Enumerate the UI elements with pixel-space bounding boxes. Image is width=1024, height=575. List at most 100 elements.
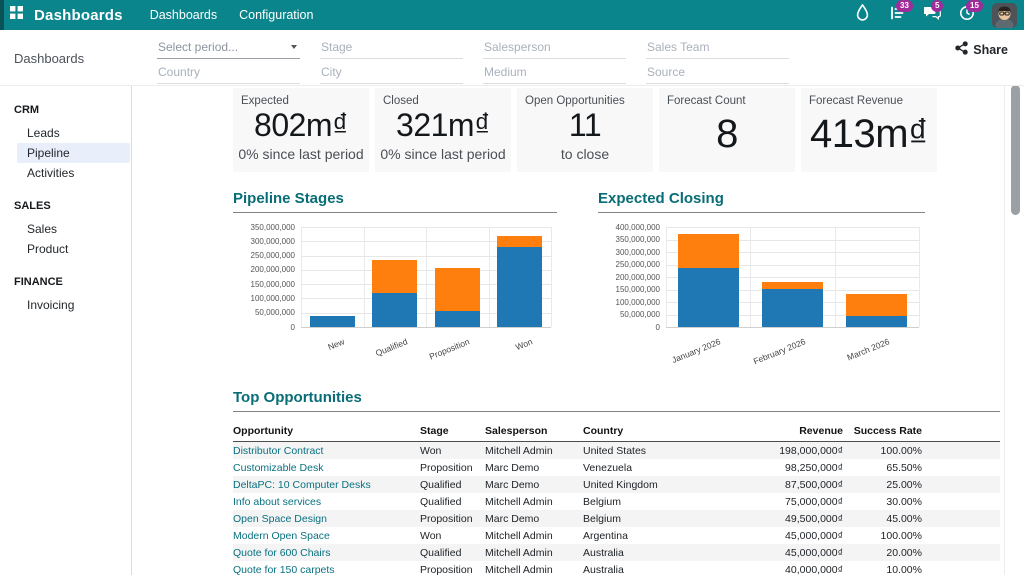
cell-spacer	[922, 442, 1000, 460]
top-menu-configuration[interactable]: Configuration	[228, 0, 324, 30]
sidebar-section-sales: SALES SalesProduct	[0, 200, 131, 259]
salesperson-filter-input[interactable]	[483, 38, 626, 59]
kpi-label: Open Opportunities	[517, 88, 653, 107]
cell-stage: Proposition	[420, 561, 485, 575]
y-axis-tick: 200,000,000	[235, 265, 295, 274]
cell-revenue: 45,000,000₫	[738, 544, 843, 561]
opportunity-link[interactable]: Open Space Design	[233, 513, 327, 525]
apps-menu-button[interactable]	[0, 0, 32, 30]
kpi-card-open-opportunities: Open Opportunities 11 to close	[517, 88, 653, 172]
systray-droplet-icon-button[interactable]	[852, 5, 872, 25]
column-header-country: Country	[583, 422, 738, 442]
kpi-card-closed: Closed321m₫0% since last period	[375, 88, 511, 172]
column-header-revenue: Revenue	[738, 422, 843, 442]
app-brand-title[interactable]: Dashboards	[34, 7, 123, 24]
sidebar-section-finance: FINANCE Invoicing	[0, 276, 131, 315]
sidebar-section-title: FINANCE	[14, 276, 131, 288]
sidebar-item-invoicing[interactable]: Invoicing	[0, 295, 130, 315]
table-row: Quote for 150 carpets PropositionMitchell…	[233, 561, 1000, 575]
cell-success-rate: 65.50%	[843, 459, 922, 476]
top-menu-dashboards[interactable]: Dashboards	[139, 0, 228, 30]
sales-team-filter-input[interactable]	[646, 38, 789, 59]
bar-segment-blue-new	[310, 316, 355, 327]
cell-country: Belgium	[583, 493, 738, 510]
apps-grid-icon	[10, 6, 23, 24]
sidebar-section-title: SALES	[14, 200, 131, 212]
gridline	[489, 227, 490, 327]
bar-segment-blue-proposition	[435, 311, 480, 327]
bar-segment-blue-won	[497, 247, 542, 327]
vertical-scrollbar[interactable]	[1004, 58, 1024, 575]
opportunity-link[interactable]: Quote for 150 carpets	[233, 564, 335, 575]
cell-opportunity: Distributor Contract	[233, 442, 420, 460]
sidebar-item-product[interactable]: Product	[0, 239, 130, 259]
table-row: Open Space Design PropositionMarc DemoBel…	[233, 510, 1000, 527]
share-button[interactable]: Share	[955, 41, 1008, 58]
y-axis-tick: 100,000,000	[600, 298, 660, 307]
sidebar-item-leads[interactable]: Leads	[0, 123, 130, 143]
kpi-card-forecast-count: Forecast Count8	[659, 88, 795, 172]
dashboard-sidebar: CRMLeadsPipelineActivities SALES SalesProd…	[0, 86, 132, 575]
window-left-edge	[0, 0, 4, 30]
kpi-value: 11	[517, 109, 653, 143]
cell-revenue: 87,500,000₫	[738, 476, 843, 493]
droplet-icon	[855, 4, 870, 26]
user-menu-button[interactable]	[992, 3, 1017, 28]
sidebar-item-activities[interactable]: Activities	[0, 163, 130, 183]
opportunity-link[interactable]: DeltaPC: 10 Computer Desks	[233, 479, 371, 491]
cell-salesperson: Mitchell Admin	[485, 561, 583, 575]
opportunity-link[interactable]: Quote for 600 Chairs	[233, 547, 330, 559]
period-select-value: Select period...	[158, 40, 238, 54]
systray-activities-icon-button[interactable]: 33	[887, 5, 907, 25]
opportunity-link[interactable]: Distributor Contract	[233, 445, 323, 457]
cell-stage: Qualified	[420, 493, 485, 510]
user-avatar	[992, 15, 1017, 28]
cell-country: Belgium	[583, 510, 738, 527]
opportunity-link[interactable]: Info about services	[233, 496, 321, 508]
x-axis-label: Won	[465, 336, 534, 371]
gridline	[426, 227, 427, 327]
medium-filter-input[interactable]	[483, 63, 626, 84]
cell-salesperson: Mitchell Admin	[485, 493, 583, 510]
systray-clock-icon-button[interactable]: 15	[957, 5, 977, 25]
country-filter-input[interactable]	[157, 63, 300, 84]
gridline	[835, 227, 836, 327]
top-opportunities-table: OpportunityStageSalespersonCountryRevenu…	[233, 422, 1000, 575]
bar-segment-orange-february-2026	[762, 282, 823, 289]
notification-badge: 33	[896, 0, 913, 12]
cell-salesperson: Marc Demo	[485, 476, 583, 493]
gridline	[551, 227, 552, 327]
sidebar-item-sales[interactable]: Sales	[0, 219, 130, 239]
stage-filter-input[interactable]	[320, 38, 463, 59]
kpi-subtitle: to close	[517, 146, 653, 162]
column-header-opportunity: Opportunity	[233, 422, 420, 442]
bar-segment-orange-january-2026	[678, 234, 739, 269]
period-select[interactable]: Select period...	[157, 38, 300, 59]
cell-spacer	[922, 459, 1000, 476]
top-menu: DashboardsConfiguration	[139, 0, 325, 30]
sidebar-item-pipeline[interactable]: Pipeline	[17, 143, 130, 163]
opportunity-link[interactable]: Modern Open Space	[233, 530, 330, 542]
notification-badge: 15	[966, 0, 983, 12]
dashboard-content: Expected802m₫0% since last periodClosed3…	[133, 86, 1004, 575]
expected-closing-title: Expected Closing	[598, 190, 925, 213]
table-header-row: OpportunityStageSalespersonCountryRevenu…	[233, 422, 1000, 442]
cell-stage: Proposition	[420, 510, 485, 527]
source-filter-input[interactable]	[646, 63, 789, 84]
systray-messages-icon-button[interactable]: 5	[922, 5, 942, 25]
cell-salesperson: Marc Demo	[485, 510, 583, 527]
sidebar-section-crm: CRMLeadsPipelineActivities	[0, 104, 131, 183]
y-axis-tick: 200,000,000	[600, 273, 660, 282]
top-navbar: Dashboards DashboardsConfiguration 33515	[0, 0, 1024, 30]
cell-opportunity: Quote for 600 Chairs	[233, 544, 420, 561]
cell-revenue: 98,250,000₫	[738, 459, 843, 476]
opportunity-link[interactable]: Customizable Desk	[233, 462, 323, 474]
scrollbar-thumb[interactable]	[1011, 85, 1020, 215]
city-filter-input[interactable]	[320, 63, 463, 84]
cell-opportunity: Info about services	[233, 493, 420, 510]
y-axis-tick: 0	[600, 323, 660, 332]
gridline	[919, 227, 920, 327]
cell-country: Argentina	[583, 527, 738, 544]
filter-row: Select period...	[157, 38, 789, 59]
kpi-label: Forecast Revenue	[801, 88, 937, 107]
